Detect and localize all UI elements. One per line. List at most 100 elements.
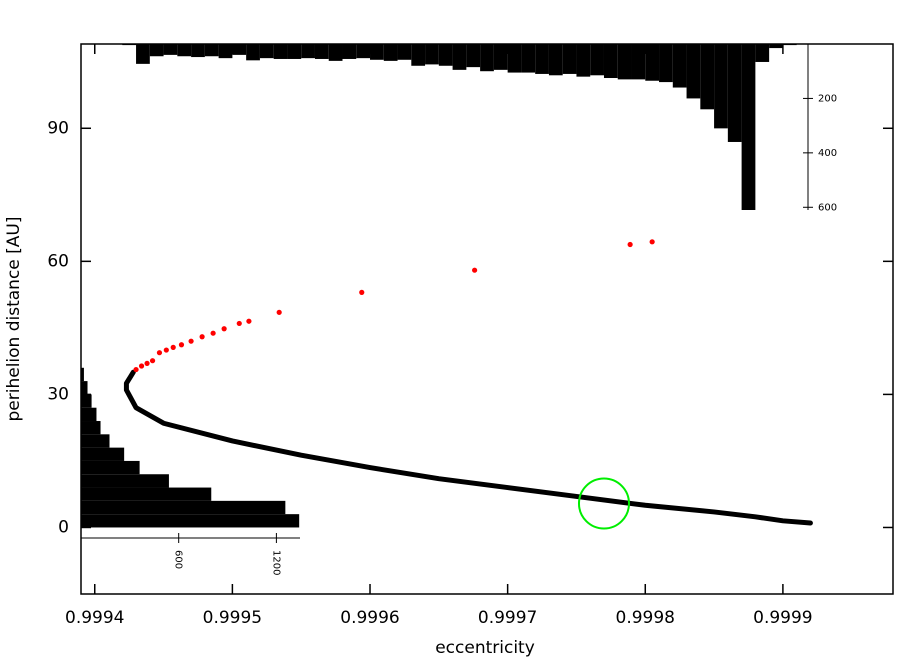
x-tick-label: 0.9995: [203, 608, 262, 628]
hist-bar: [383, 44, 398, 61]
x-tick-label: 0.9999: [753, 608, 812, 628]
hist-bar: [81, 421, 101, 435]
y-axis-label: perihelion distance [AU]: [4, 217, 24, 422]
hist-bar: [590, 44, 604, 76]
hist-bar: [177, 44, 192, 57]
highlight-circle: [577, 477, 630, 530]
hist-bar: [507, 44, 522, 73]
y-tick-label: 0: [58, 517, 69, 537]
point: [170, 344, 176, 350]
hist-bar: [480, 44, 494, 72]
x-tick-label: 0.9994: [65, 608, 124, 628]
hist-bar: [562, 44, 577, 74]
hist-bar: [246, 44, 260, 61]
hist-bar: [466, 44, 481, 68]
point: [163, 347, 169, 353]
hist-bar: [356, 44, 371, 59]
hist-bar: [149, 44, 164, 57]
x-tick-label: 0.9998: [616, 608, 675, 628]
hist-bar: [617, 44, 632, 80]
hist-bar: [81, 407, 97, 422]
hist-bar: [81, 514, 300, 528]
x-tick-label: 0.9997: [478, 608, 537, 628]
hist-bar: [659, 44, 673, 83]
point: [138, 363, 145, 369]
point: [649, 239, 655, 245]
point: [178, 342, 185, 348]
hist-bar: [672, 44, 687, 88]
hist-bar: [218, 44, 233, 59]
hist-bar: [425, 44, 439, 65]
point: [359, 289, 365, 295]
point: [246, 318, 252, 324]
x-axis-label: eccentricity: [435, 638, 535, 658]
hist-bar: [163, 44, 178, 55]
point: [156, 350, 163, 356]
x-tick-label: 0.9996: [340, 608, 399, 628]
hist-tick-label: 600: [818, 202, 837, 213]
point: [149, 358, 156, 364]
hist-bar: [521, 44, 536, 73]
hist-bar: [645, 44, 660, 81]
point: [472, 267, 478, 273]
hist-tick-label: 1200: [270, 550, 281, 575]
hist-bar: [769, 44, 783, 49]
hist-bar: [81, 460, 140, 475]
point: [188, 338, 194, 344]
y-tick-label: 90: [47, 118, 69, 138]
hist-bar: [81, 487, 212, 501]
hist-bar: [342, 44, 357, 59]
hist-bar: [81, 474, 169, 488]
point: [210, 330, 216, 336]
plot-frame: [80, 43, 894, 595]
hist-bar: [81, 381, 88, 395]
orbit-curve: [123, 369, 813, 526]
point: [627, 241, 633, 248]
hist-bar: [714, 44, 728, 129]
hist-bar: [700, 44, 715, 110]
hist-bar: [535, 44, 549, 74]
hist-bar: [273, 44, 288, 59]
hist-bar: [370, 44, 384, 60]
hist-bar: [81, 500, 286, 515]
hist-bar: [204, 44, 219, 57]
point: [133, 366, 139, 373]
hist-bar: [81, 367, 84, 382]
hist-bar: [452, 44, 467, 70]
hist-bar: [603, 44, 618, 79]
hist-tick-label: 600: [173, 550, 184, 569]
point: [236, 320, 242, 327]
hist-bar: [631, 44, 646, 80]
hist-bar: [81, 394, 92, 408]
y-tick-label: 60: [47, 251, 69, 271]
point: [199, 334, 205, 340]
hist-bar: [301, 44, 315, 59]
hist-bar: [287, 44, 302, 59]
hist-bar: [686, 44, 701, 99]
hist-bar: [81, 434, 110, 448]
hist-bar: [438, 44, 453, 66]
point: [276, 309, 282, 315]
hist-bar: [328, 44, 343, 61]
hist-bar: [411, 44, 426, 66]
hist-bar: [755, 44, 770, 62]
hist-bar: [741, 44, 756, 210]
y-tick-label: 30: [47, 384, 69, 404]
hist-bar: [493, 44, 508, 70]
hist-bar: [81, 447, 125, 461]
hist-tick-label: 200: [818, 93, 837, 104]
hist-bar: [191, 44, 205, 58]
hist-bar: [232, 44, 247, 55]
hist-bar: [727, 44, 742, 142]
hist-bar: [136, 44, 150, 64]
point: [144, 360, 150, 366]
hist-bar: [259, 44, 274, 59]
hist-tick-label: 400: [818, 148, 837, 159]
point: [221, 326, 227, 332]
hist-bar: [314, 44, 329, 59]
hist-bar: [397, 44, 412, 60]
hist-bar: [548, 44, 563, 76]
hist-bar: [576, 44, 591, 77]
